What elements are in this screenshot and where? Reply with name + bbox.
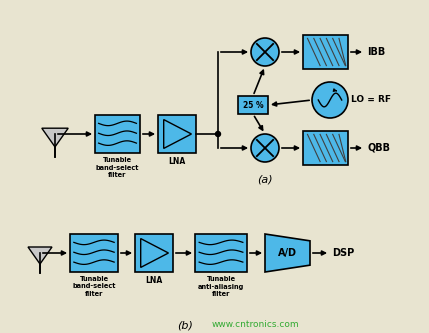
Text: DSP: DSP xyxy=(332,248,354,258)
Bar xyxy=(303,131,348,165)
Polygon shape xyxy=(42,128,68,147)
Text: Tunable
anti-aliasing
filter: Tunable anti-aliasing filter xyxy=(198,276,244,297)
Text: LO = RF: LO = RF xyxy=(351,96,391,105)
Polygon shape xyxy=(265,234,310,272)
Text: (a): (a) xyxy=(257,175,273,185)
Circle shape xyxy=(215,132,221,137)
Text: IBB: IBB xyxy=(367,47,385,57)
Circle shape xyxy=(251,134,279,162)
Text: QBB: QBB xyxy=(367,143,390,153)
Text: www.cntronics.com: www.cntronics.com xyxy=(211,320,299,329)
Bar xyxy=(95,115,140,153)
Text: (b): (b) xyxy=(177,320,193,330)
Text: Tunable
band-select
filter: Tunable band-select filter xyxy=(96,157,139,178)
Text: Tunable
band-select
filter: Tunable band-select filter xyxy=(73,276,116,297)
Bar xyxy=(158,115,196,153)
Circle shape xyxy=(312,82,348,118)
Polygon shape xyxy=(28,247,52,264)
Text: A/D: A/D xyxy=(278,248,297,258)
Text: LNA: LNA xyxy=(168,157,186,166)
Bar xyxy=(303,35,348,69)
Text: LNA: LNA xyxy=(145,276,163,285)
Bar xyxy=(195,234,247,272)
Circle shape xyxy=(251,38,279,66)
Bar xyxy=(238,96,268,114)
Bar xyxy=(70,234,118,272)
Bar xyxy=(135,234,173,272)
Text: 25 %: 25 % xyxy=(243,101,263,110)
